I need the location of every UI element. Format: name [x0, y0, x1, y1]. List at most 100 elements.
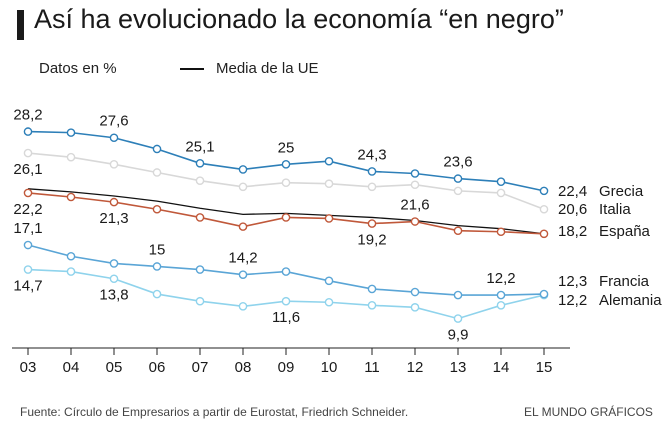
- data-point-espa-a: [453, 226, 463, 236]
- x-tick-label: 05: [106, 359, 123, 376]
- end-value-francia: 12,3: [558, 273, 587, 290]
- x-tick-label: 14: [493, 359, 510, 376]
- data-point-francia: [23, 240, 33, 250]
- series-name-alemania: Alemania: [599, 292, 662, 309]
- data-label-francia: 12,2: [486, 270, 515, 287]
- data-label-grecia: 25,1: [185, 138, 214, 155]
- x-tick-label: 03: [20, 359, 37, 376]
- line-chart: 03 04 05 06 07 08 09 10 11 12 13 14 15 28,2 27,6 25,1 25…: [12, 107, 662, 376]
- data-label-francia: 15: [149, 241, 166, 258]
- data-point-francia: [238, 270, 248, 279]
- data-point-alemania: [410, 303, 420, 312]
- data-label-espa-a: 22,2: [13, 201, 42, 218]
- data-point-grecia: [66, 128, 76, 137]
- data-point-italia: [496, 188, 506, 198]
- legend-label-eu-average: Media de la UE: [216, 60, 319, 77]
- data-point-italia: [453, 186, 463, 196]
- data-point-espa-a: [367, 219, 377, 228]
- data-point-alemania: [238, 302, 248, 311]
- data-point-espa-a: [66, 192, 76, 202]
- end-value-espa-a: 18,2: [558, 223, 587, 240]
- data-point-grecia: [539, 186, 549, 196]
- data-label-italia: 26,1: [13, 161, 42, 178]
- data-label-francia: 17,1: [13, 220, 42, 237]
- data-point-grecia: [152, 144, 162, 154]
- end-value-alemania: 12,2: [558, 292, 587, 309]
- data-point-italia: [281, 178, 291, 187]
- data-point-francia: [152, 262, 162, 271]
- data-point-grecia: [23, 127, 33, 136]
- data-point-grecia: [324, 156, 334, 166]
- data-point-espa-a: [152, 204, 162, 214]
- data-point-francia: [66, 251, 76, 261]
- end-value-italia: 20,6: [558, 201, 587, 218]
- data-label-alemania: 13,8: [99, 287, 128, 304]
- data-point-alemania: [23, 265, 33, 274]
- x-tick-label: 11: [364, 359, 380, 376]
- data-point-italia: [367, 182, 377, 192]
- x-tick-label: 15: [536, 359, 553, 376]
- data-label-grecia: 24,3: [357, 146, 386, 163]
- data-point-espa-a: [410, 217, 420, 226]
- chart-title: Así ha evolucionado la economía “en negr…: [34, 4, 564, 34]
- data-point-francia: [195, 265, 205, 274]
- data-point-italia: [539, 204, 549, 214]
- data-label-espa-a: 21,6: [400, 197, 429, 214]
- data-point-grecia: [367, 167, 377, 176]
- x-tick-label: 10: [321, 359, 338, 376]
- title-accent-bar: [17, 10, 24, 40]
- data-point-grecia: [195, 158, 205, 168]
- x-tick-label: 07: [192, 359, 209, 376]
- data-point-francia: [453, 290, 463, 300]
- x-tick-label: 06: [149, 359, 166, 376]
- data-point-alemania: [109, 274, 119, 284]
- data-point-italia: [324, 179, 334, 189]
- data-point-espa-a: [23, 188, 33, 198]
- x-tick-label: 13: [450, 359, 467, 376]
- data-point-espa-a: [109, 197, 119, 207]
- chart-subtitle: Datos en %: [39, 60, 117, 77]
- data-point-francia: [281, 267, 291, 276]
- legend-swatch-eu-average: [180, 68, 204, 70]
- x-tick-label: 08: [235, 359, 252, 376]
- data-point-italia: [238, 182, 248, 192]
- data-point-espa-a: [324, 214, 334, 223]
- series-name-espa-a: España: [599, 223, 651, 240]
- data-point-grecia: [238, 165, 248, 174]
- data-point-francia: [367, 284, 377, 294]
- x-tick-label: 12: [407, 359, 424, 376]
- data-point-alemania: [152, 289, 162, 299]
- data-label-espa-a: 21,3: [99, 210, 128, 227]
- data-point-alemania: [195, 296, 205, 306]
- data-point-alemania: [66, 267, 76, 276]
- credit-note: EL MUNDO GRÁFICOS: [524, 405, 653, 419]
- data-point-espa-a: [281, 213, 291, 222]
- data-label-grecia: 27,6: [99, 113, 128, 130]
- data-point-alemania: [367, 301, 377, 310]
- data-point-grecia: [109, 133, 119, 143]
- data-point-alemania: [324, 297, 334, 307]
- data-point-grecia: [281, 160, 291, 169]
- data-point-espa-a: [496, 227, 506, 237]
- data-point-alemania: [496, 301, 506, 310]
- end-value-grecia: 22,4: [558, 183, 587, 200]
- data-label-grecia: 25: [278, 139, 295, 156]
- source-note: Fuente: Círculo de Empresarios a partir …: [20, 405, 409, 419]
- data-label-alemania: 14,7: [13, 278, 42, 295]
- data-point-italia: [109, 160, 119, 169]
- series-name-italia: Italia: [599, 201, 631, 218]
- data-point-alemania: [453, 314, 463, 323]
- x-tick-label: 09: [278, 359, 295, 376]
- data-point-italia: [66, 152, 76, 162]
- data-point-espa-a: [539, 229, 549, 239]
- data-point-francia: [496, 290, 506, 300]
- data-point-francia: [410, 287, 420, 297]
- data-label-grecia: 28,2: [13, 107, 42, 124]
- data-point-italia: [410, 180, 420, 190]
- data-label-francia: 14,2: [228, 250, 257, 267]
- data-point-italia: [152, 168, 162, 177]
- data-point-espa-a: [195, 213, 205, 222]
- data-point-grecia: [496, 177, 506, 186]
- x-tick-label: 04: [63, 359, 80, 376]
- data-point-grecia: [410, 169, 420, 178]
